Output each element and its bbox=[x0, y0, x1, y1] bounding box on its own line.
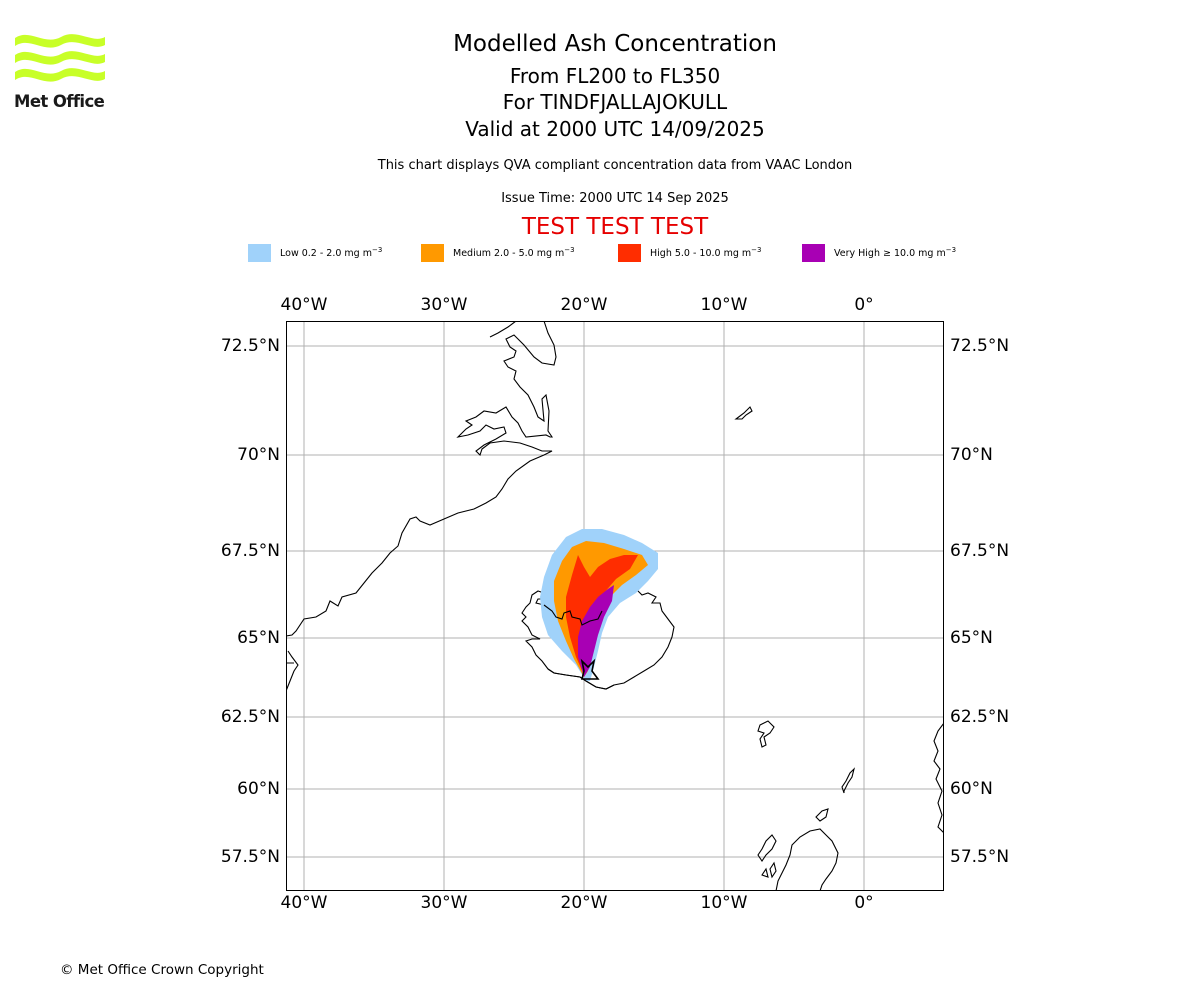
legend-label-very-high: Very High ≥ 10.0 mg m bbox=[834, 248, 946, 260]
lat-tick-right-0: 72.5°N bbox=[950, 336, 1010, 356]
lon-tick-bottom-0: 40°W bbox=[280, 893, 328, 913]
legend-swatch-very-high bbox=[802, 244, 825, 262]
lat-tick-right-3: 65°N bbox=[950, 628, 993, 648]
coastline-faroe bbox=[757, 720, 775, 748]
coastlines bbox=[286, 321, 944, 891]
lon-tick-top-1: 30°W bbox=[420, 295, 468, 315]
lat-tick-right-2: 67.5°N bbox=[950, 541, 1010, 561]
logo-text: Met Office bbox=[14, 92, 105, 111]
lat-tick-left-5: 60°N bbox=[237, 779, 280, 799]
lon-tick-top-3: 10°W bbox=[700, 295, 748, 315]
lat-tick-left-0: 72.5°N bbox=[220, 336, 280, 356]
copyright-notice: © Met Office Crown Copyright bbox=[60, 962, 264, 978]
volcano-name: For TINDFJALLAJOKULL bbox=[502, 90, 728, 114]
met-office-logo bbox=[15, 34, 105, 82]
volcano-icon bbox=[580, 658, 600, 680]
valid-time: Valid at 2000 UTC 14/09/2025 bbox=[465, 117, 765, 141]
test-banner: TEST TEST TEST bbox=[521, 214, 709, 240]
lat-tick-right-1: 70°N bbox=[950, 445, 993, 465]
lat-tick-left-1: 70°N bbox=[237, 445, 280, 465]
legend-label-low: Low 0.2 - 2.0 mg m bbox=[280, 248, 372, 260]
legend-swatch-low bbox=[248, 244, 271, 262]
lat-tick-left-4: 62.5°N bbox=[220, 707, 280, 727]
lat-tick-right-6: 57.5°N bbox=[950, 847, 1010, 867]
lon-tick-bottom-2: 20°W bbox=[560, 893, 608, 913]
lat-tick-left-6: 57.5°N bbox=[220, 847, 280, 867]
lon-tick-bottom-1: 30°W bbox=[420, 893, 468, 913]
lon-tick-bottom-3: 10°W bbox=[700, 893, 748, 913]
coastline-shetland bbox=[841, 767, 856, 794]
logo-waves-icon bbox=[15, 34, 105, 82]
lon-tick-top-0: 40°W bbox=[280, 295, 328, 315]
legend-swatch-medium bbox=[421, 244, 444, 262]
ash-map bbox=[286, 321, 944, 891]
legend-swatch-high bbox=[618, 244, 641, 262]
lat-tick-right-5: 60°N bbox=[950, 779, 993, 799]
lat-tick-left-3: 65°N bbox=[237, 628, 280, 648]
lon-tick-top-2: 20°W bbox=[560, 295, 608, 315]
chart-title: Modelled Ash Concentration bbox=[453, 31, 777, 57]
coastline-greenland bbox=[286, 321, 557, 637]
lat-tick-left-2: 67.5°N bbox=[220, 541, 280, 561]
coastline-hebrides bbox=[757, 834, 777, 879]
coastline-norway bbox=[933, 722, 944, 834]
coastline-jan-mayen bbox=[734, 406, 753, 420]
legend-exp-very-high: −3 bbox=[945, 246, 957, 254]
legend-label-high: High 5.0 - 10.0 mg m bbox=[650, 248, 752, 260]
issue-time: Issue Time: 2000 UTC 14 Sep 2025 bbox=[501, 191, 729, 206]
lon-tick-bottom-4: 0° bbox=[854, 893, 874, 913]
lon-tick-top-4: 0° bbox=[854, 295, 874, 315]
legend-label-medium: Medium 2.0 - 5.0 mg m bbox=[453, 248, 565, 260]
legend-exp-high: −3 bbox=[751, 246, 762, 254]
lat-tick-right-4: 62.5°N bbox=[950, 707, 1010, 727]
qva-disclaimer: This chart displays QVA compliant concen… bbox=[377, 158, 853, 173]
coastline-scotland bbox=[775, 828, 839, 891]
coastline-greenland-south bbox=[286, 650, 299, 692]
coastline-orkney bbox=[815, 808, 829, 822]
flight-level-range: From FL200 to FL350 bbox=[509, 64, 721, 88]
map-frame bbox=[286, 321, 944, 891]
legend-exp-low: −3 bbox=[372, 246, 383, 254]
legend-exp-medium: −3 bbox=[564, 246, 575, 254]
ash-plume-very-high bbox=[578, 585, 614, 677]
